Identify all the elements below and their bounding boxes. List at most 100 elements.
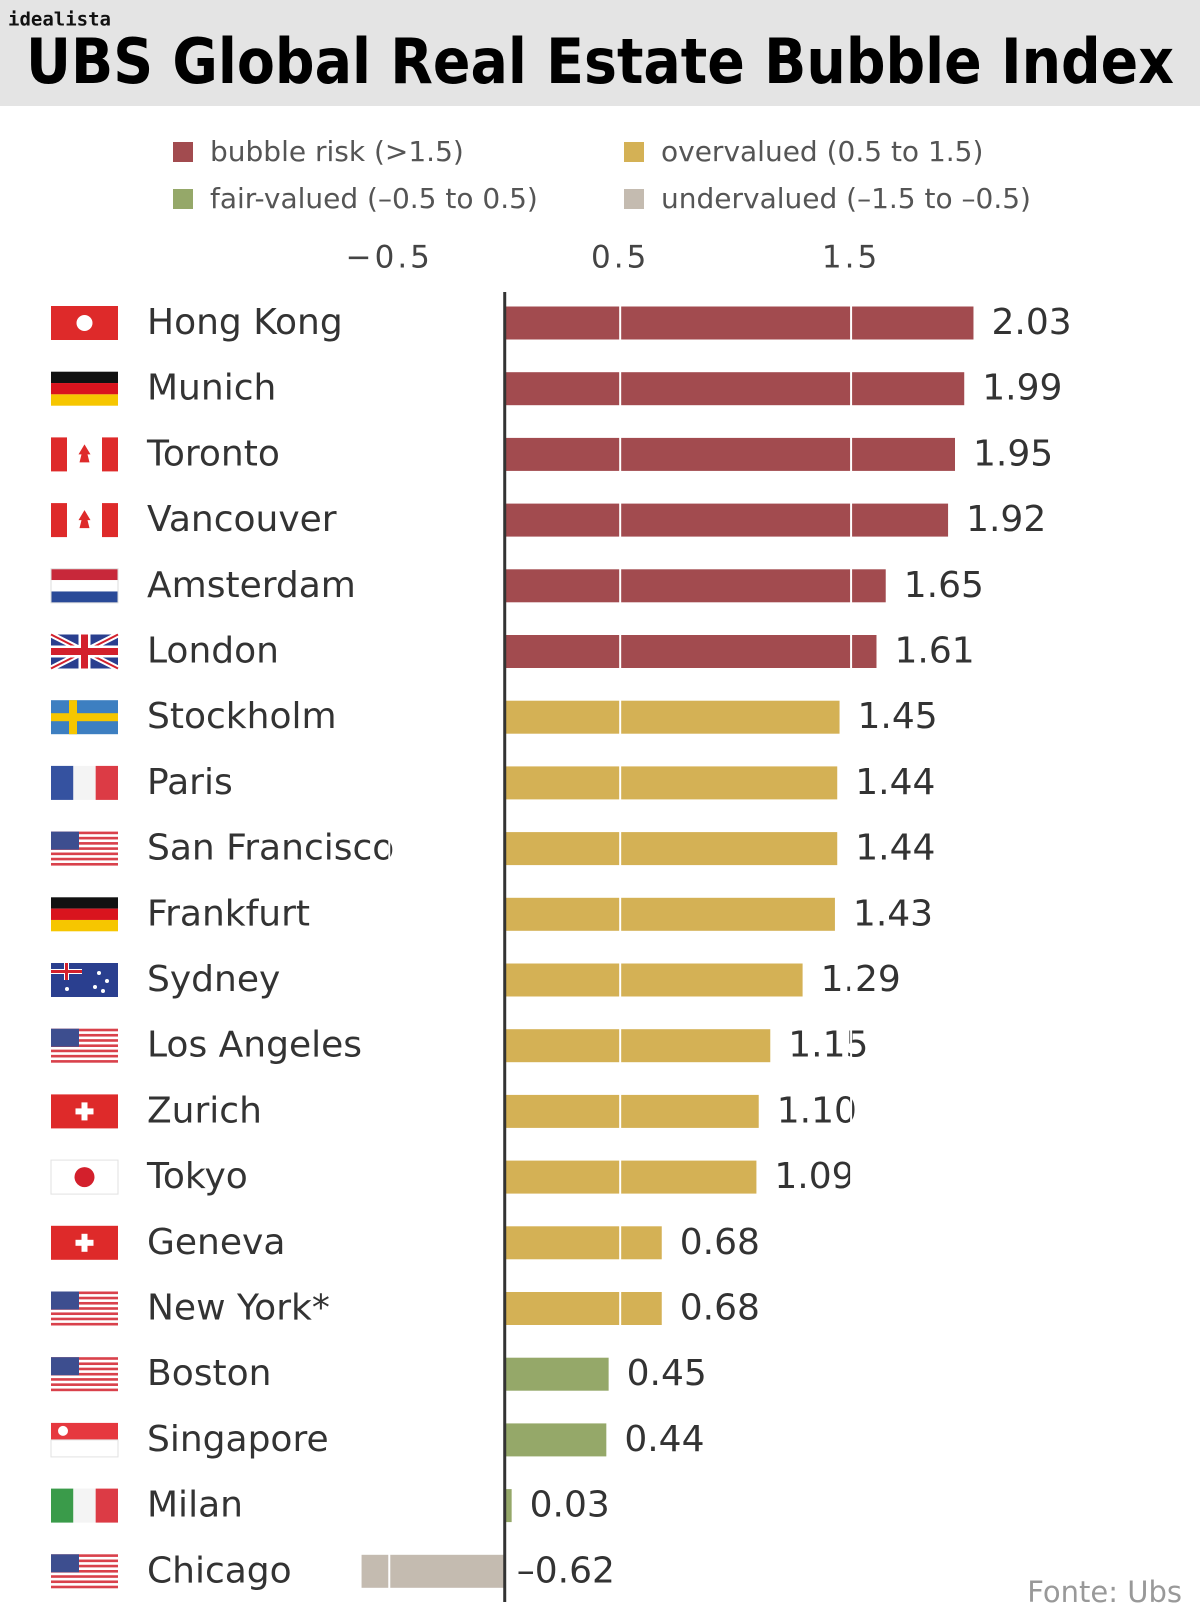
legend-label: fair-valued (–0.5 to 0.5) (210, 182, 538, 215)
flag-part (51, 1060, 118, 1063)
flag-part (51, 1044, 118, 1048)
bar (504, 1029, 771, 1063)
category-label: Chicago (147, 1550, 292, 1591)
flag-part (51, 1291, 79, 1310)
flag-part (51, 897, 118, 909)
bar (504, 1094, 759, 1128)
flag-part (51, 1554, 79, 1573)
brand: idealista (8, 9, 111, 31)
flag-part (65, 987, 69, 991)
flag-part (58, 1425, 68, 1436)
legend-item: bubble risk (>1.5) (173, 135, 464, 168)
value-label: 0.45 (627, 1353, 707, 1394)
flag-icon (50, 1159, 119, 1195)
value-label: 1.43 (853, 893, 933, 934)
flag-icon (51, 437, 118, 472)
flag-icon (51, 897, 118, 932)
category-label: Paris (147, 762, 233, 803)
bar (504, 372, 965, 406)
flag-part (51, 831, 79, 850)
bar (504, 963, 803, 997)
flag-part (51, 1488, 74, 1523)
category-label: Stockholm (147, 696, 337, 737)
flag-part (51, 568, 118, 581)
flag-icon (51, 1225, 118, 1260)
legend-swatch (173, 189, 193, 209)
value-label: 1.65 (904, 565, 984, 606)
flag-part (102, 503, 118, 538)
flag-part (51, 713, 118, 722)
flag-part (51, 862, 118, 866)
flag-part (51, 1372, 118, 1376)
flag-part (51, 1301, 118, 1305)
category-label: Munich (147, 368, 276, 409)
bar (504, 897, 835, 931)
value-label: 1.44 (855, 762, 935, 803)
flag-icon (49, 631, 120, 672)
flag-part (75, 1239, 94, 1246)
legend-item: undervalued (–1.5 to –0.5) (624, 182, 1031, 215)
x-tick-label: 0.5 (591, 240, 649, 276)
flag-part (51, 765, 74, 800)
flag-icon (50, 568, 119, 604)
category-label: Milan (147, 1485, 243, 1526)
category-label: Sydney (147, 959, 280, 1000)
flag-part (51, 1367, 118, 1371)
category-label: Tokyo (146, 1156, 248, 1197)
category-label: Vancouver (147, 499, 337, 540)
flag-icon (51, 1028, 118, 1063)
bar (504, 306, 974, 340)
flag-part (51, 580, 118, 592)
flag-part (51, 1569, 118, 1573)
flag-part (51, 1357, 118, 1360)
flag-part (51, 1049, 118, 1053)
flag-part (50, 1439, 119, 1458)
flag-part (51, 437, 67, 472)
flag-part (95, 765, 118, 800)
flag-part (51, 842, 118, 845)
flag-icon (51, 1291, 118, 1326)
flag-part (51, 371, 118, 384)
flag-part (50, 1159, 119, 1195)
value-label: 2.03 (991, 302, 1071, 343)
flag-part (51, 919, 118, 932)
category-label: Amsterdam (147, 565, 356, 606)
flag-part (78, 510, 91, 529)
flag-part (93, 985, 97, 989)
flag-icon (51, 503, 118, 538)
value-label: 1.15 (788, 1025, 868, 1066)
value-label: 0.68 (680, 1222, 760, 1263)
flag-part (51, 857, 118, 861)
flag-part (101, 989, 105, 993)
x-tick-label: −0.5 (346, 240, 433, 276)
flag-part (51, 1054, 118, 1058)
flag-part (51, 908, 118, 920)
bar (504, 1357, 609, 1391)
flag-part (74, 1167, 95, 1188)
flag-part (51, 1312, 118, 1316)
flag-part (51, 1357, 79, 1376)
flag-part (51, 1039, 118, 1042)
flag-part (51, 1296, 118, 1300)
flag-part (51, 1422, 118, 1440)
category-label: Boston (147, 1353, 271, 1394)
category-label: San Francisco (147, 828, 394, 869)
legend-swatch (624, 142, 644, 162)
bar (504, 832, 838, 866)
flag-part (51, 1554, 118, 1557)
x-tick-label: 1.5 (822, 240, 880, 276)
category-label: London (147, 631, 279, 672)
flag-part (51, 831, 118, 835)
bar (504, 1423, 607, 1457)
legend-label: undervalued (–1.5 to –0.5) (661, 182, 1031, 215)
flag-part (51, 1307, 118, 1310)
bar (504, 635, 877, 668)
value-label: 1.29 (821, 959, 901, 1000)
value-label: 1.45 (858, 696, 938, 737)
flag-part (51, 1388, 118, 1392)
value-label: 1.95 (973, 433, 1053, 474)
flag-part (75, 1108, 94, 1115)
flag-part (51, 1028, 79, 1047)
flag-part (50, 568, 119, 604)
value-label: 1.92 (966, 499, 1046, 540)
